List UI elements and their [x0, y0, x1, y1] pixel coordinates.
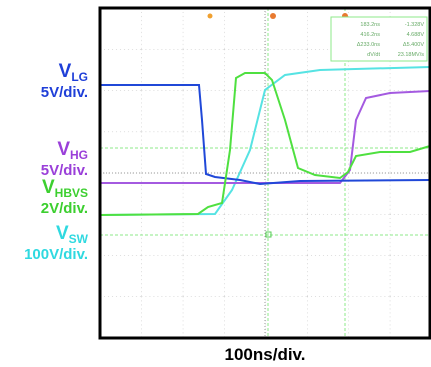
symbol: V: [41, 177, 55, 198]
scale: 5V/div.: [40, 162, 88, 179]
label-vhg: VHG 5V/div.: [40, 139, 88, 179]
readout-cell: Δ5.400V: [403, 42, 424, 48]
subscript: SW: [68, 232, 88, 246]
label-vhbvs: VHBVS 2V/div.: [40, 177, 88, 217]
symbol: V: [57, 139, 70, 160]
readout-cell: dV/dt: [367, 52, 380, 58]
symbol: V: [55, 223, 69, 244]
subscript: LG: [71, 70, 88, 84]
subscript: HG: [70, 148, 88, 162]
readout-cell: 416.2ns: [360, 32, 380, 38]
readout-cell: 4.688V: [407, 32, 425, 38]
symbol: V: [58, 61, 72, 82]
trace-vhbvs: [99, 72, 431, 216]
scale: 5V/div.: [40, 84, 88, 101]
scale: 100V/div.: [24, 246, 88, 263]
readout-cell: -1.328V: [405, 22, 425, 28]
subscript: HBVS: [54, 186, 88, 200]
trace-vsw: [99, 66, 431, 216]
cursor-marker: [265, 231, 272, 238]
cursor-marker: [270, 13, 276, 19]
trace-vlg: [100, 84, 431, 186]
readout-cell: 183.2ns: [360, 22, 380, 28]
readout: 183.2ns -1.328V 416.2ns 4.688V Δ233.0ns Δ5.40…: [357, 22, 425, 58]
frame: [98, 6, 431, 340]
readout-box: [330, 16, 428, 62]
label-vlg: VLG 5V/div.: [40, 61, 88, 101]
time-scale: 100ns/div.: [225, 345, 306, 364]
readout-cell: Δ233.0ns: [357, 42, 380, 48]
label-vsw: VSW 100V/div.: [24, 223, 88, 263]
readout-cell: 23.18MV/s: [398, 52, 425, 58]
scale: 2V/div.: [40, 200, 88, 217]
trigger-marker: [207, 13, 213, 19]
trace-vhg: [100, 90, 431, 184]
